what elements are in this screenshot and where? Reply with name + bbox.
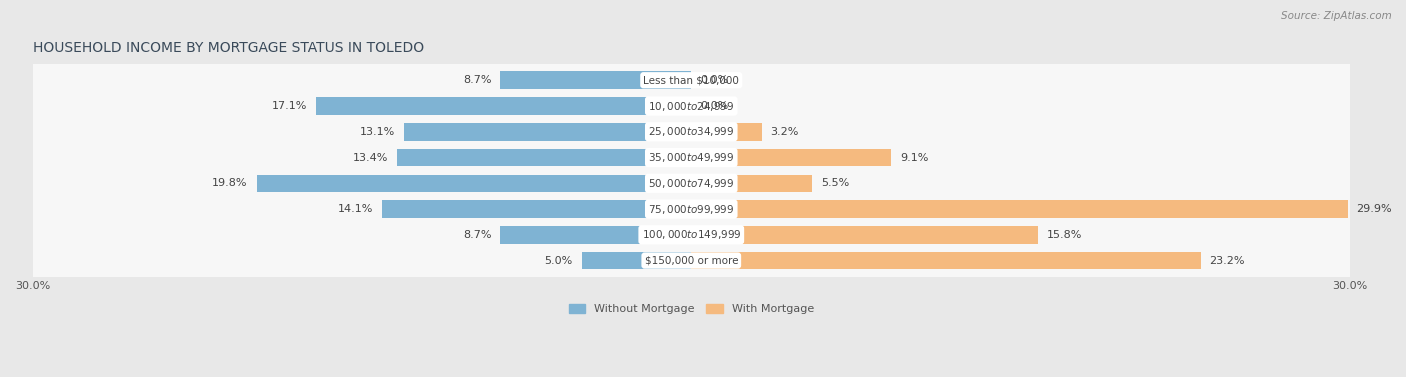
Text: 15.8%: 15.8%: [1047, 230, 1083, 240]
Text: $35,000 to $49,999: $35,000 to $49,999: [648, 151, 734, 164]
Bar: [692, 123, 762, 141]
Text: Source: ZipAtlas.com: Source: ZipAtlas.com: [1281, 11, 1392, 21]
Text: 0.0%: 0.0%: [700, 101, 728, 111]
Text: $10,000 to $24,999: $10,000 to $24,999: [648, 100, 734, 112]
Text: 13.1%: 13.1%: [360, 127, 395, 137]
Text: 9.1%: 9.1%: [900, 153, 928, 162]
FancyBboxPatch shape: [21, 192, 1361, 226]
Text: 14.1%: 14.1%: [337, 204, 373, 214]
Text: 3.2%: 3.2%: [770, 127, 799, 137]
FancyBboxPatch shape: [21, 63, 1361, 97]
Bar: [692, 226, 1038, 244]
Bar: [692, 175, 813, 192]
Text: 29.9%: 29.9%: [1357, 204, 1392, 214]
FancyBboxPatch shape: [21, 166, 1361, 200]
Bar: [692, 252, 1201, 269]
Bar: [692, 200, 1348, 218]
Bar: [381, 200, 692, 218]
Text: 5.0%: 5.0%: [544, 256, 572, 265]
FancyBboxPatch shape: [21, 115, 1361, 149]
FancyBboxPatch shape: [21, 141, 1361, 175]
Text: 8.7%: 8.7%: [463, 230, 492, 240]
Bar: [316, 97, 692, 115]
Legend: Without Mortgage, With Mortgage: Without Mortgage, With Mortgage: [564, 299, 818, 319]
Text: $50,000 to $74,999: $50,000 to $74,999: [648, 177, 734, 190]
Text: $150,000 or more: $150,000 or more: [644, 256, 738, 265]
FancyBboxPatch shape: [21, 89, 1361, 123]
FancyBboxPatch shape: [21, 244, 1361, 277]
Bar: [582, 252, 692, 269]
Text: 8.7%: 8.7%: [463, 75, 492, 85]
Text: 0.0%: 0.0%: [700, 75, 728, 85]
Text: HOUSEHOLD INCOME BY MORTGAGE STATUS IN TOLEDO: HOUSEHOLD INCOME BY MORTGAGE STATUS IN T…: [32, 41, 423, 55]
Bar: [501, 72, 692, 89]
Bar: [396, 149, 692, 166]
Bar: [501, 226, 692, 244]
Text: $100,000 to $149,999: $100,000 to $149,999: [641, 228, 741, 241]
FancyBboxPatch shape: [21, 218, 1361, 252]
Text: 19.8%: 19.8%: [212, 178, 247, 188]
Text: Less than $10,000: Less than $10,000: [644, 75, 740, 85]
Text: $75,000 to $99,999: $75,000 to $99,999: [648, 202, 734, 216]
Bar: [404, 123, 692, 141]
Text: 13.4%: 13.4%: [353, 153, 388, 162]
Text: 17.1%: 17.1%: [271, 101, 307, 111]
Text: 23.2%: 23.2%: [1209, 256, 1244, 265]
Bar: [692, 149, 891, 166]
Bar: [256, 175, 692, 192]
Text: $25,000 to $34,999: $25,000 to $34,999: [648, 125, 734, 138]
Text: 5.5%: 5.5%: [821, 178, 849, 188]
